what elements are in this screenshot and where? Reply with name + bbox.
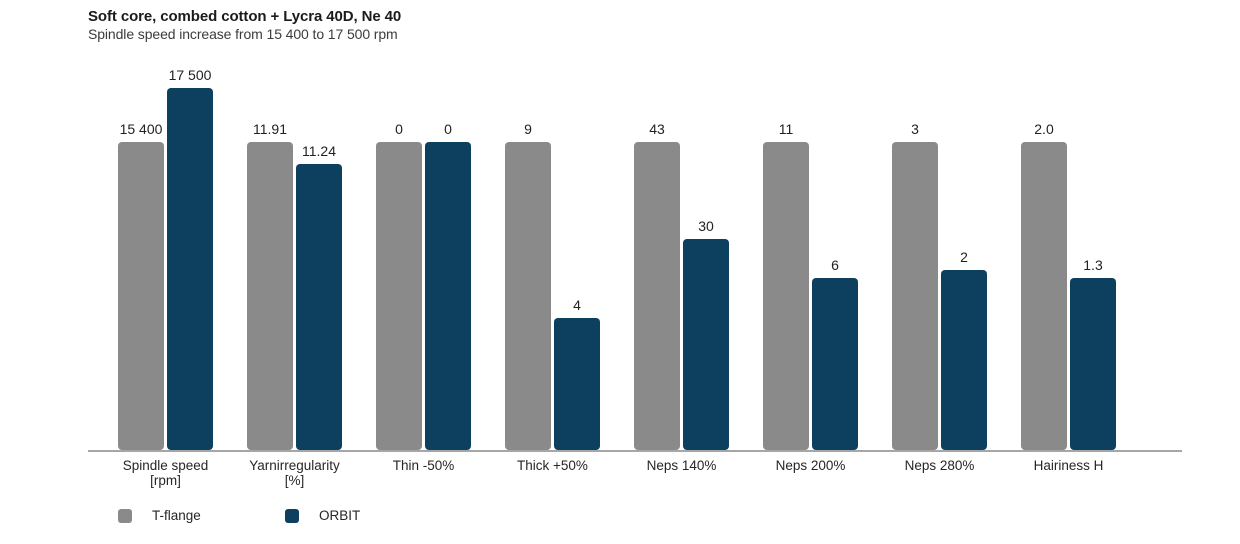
category-label-1: Yarnirregularity [%] — [225, 458, 365, 488]
bar-orbit-1 — [296, 164, 342, 450]
value-label-orbit-7: 1.3 — [1083, 257, 1103, 273]
orbit-swatch-icon — [285, 508, 299, 523]
value-label-t-flange-4: 43 — [649, 121, 665, 137]
value-label-orbit-5: 6 — [831, 257, 839, 273]
category-label-line: Thin -50% — [392, 458, 455, 473]
t-flange-swatch-icon — [118, 508, 132, 523]
bar-t-flange-4 — [634, 142, 680, 450]
legend-label-t-flange: T-flange — [152, 508, 201, 523]
bar-t-flange-6 — [892, 142, 938, 450]
bar-t-flange-7 — [1021, 142, 1067, 450]
bar-t-flange-0 — [118, 142, 164, 450]
legend-item-t-flange: T-flange — [118, 508, 201, 523]
category-label-4: Neps 140% — [612, 458, 752, 473]
value-label-t-flange-0: 15 400 — [119, 121, 163, 137]
category-label-line: Thick +50% — [517, 458, 588, 473]
x-axis-line — [88, 450, 1182, 452]
chart-subtitle: Spindle speed increase from 15 400 to 17… — [88, 26, 398, 42]
bar-orbit-3 — [554, 318, 600, 450]
bar-t-flange-2 — [376, 142, 422, 450]
value-label-t-flange-3: 9 — [524, 121, 532, 137]
bar-t-flange-1 — [247, 142, 293, 450]
category-label-line: Yarnirregularity — [249, 458, 340, 473]
category-label-line: Hairiness H — [1033, 458, 1104, 473]
legend-item-orbit: ORBIT — [285, 508, 360, 523]
bar-orbit-5 — [812, 278, 858, 450]
value-label-orbit-3: 4 — [573, 297, 581, 313]
value-label-orbit-1: 11.24 — [302, 143, 336, 159]
bar-orbit-2 — [425, 142, 471, 450]
category-label-7: Hairiness H — [999, 458, 1139, 473]
chart-title: Soft core, combed cotton + Lycra 40D, Ne… — [88, 8, 402, 25]
bar-orbit-7 — [1070, 278, 1116, 450]
value-label-t-flange-5: 11 — [778, 121, 794, 137]
bar-orbit-4 — [683, 239, 729, 450]
bar-orbit-0 — [167, 88, 213, 450]
bar-t-flange-3 — [505, 142, 551, 450]
value-label-orbit-6: 2 — [960, 249, 968, 265]
bar-t-flange-5 — [763, 142, 809, 450]
value-label-t-flange-7: 2.0 — [1034, 121, 1054, 137]
category-label-line: [rpm] — [150, 473, 181, 488]
category-label-line: Spindle speed — [122, 458, 209, 473]
bar-orbit-6 — [941, 270, 987, 450]
category-label-3: Thick +50% — [483, 458, 623, 473]
value-label-orbit-2: 0 — [444, 121, 452, 137]
value-label-t-flange-6: 3 — [911, 121, 919, 137]
legend: T-flange ORBIT — [0, 508, 1240, 528]
legend-label-orbit: ORBIT — [319, 508, 361, 523]
value-label-t-flange-1: 11.91 — [253, 121, 287, 137]
category-label-6: Neps 280% — [870, 458, 1010, 473]
value-label-orbit-0: 17 500 — [168, 67, 212, 83]
category-label-0: Spindle speed [rpm] — [96, 458, 236, 488]
value-label-orbit-4: 30 — [698, 218, 714, 234]
category-label-line: Neps 200% — [775, 458, 846, 473]
category-label-line: Neps 140% — [646, 458, 717, 473]
category-label-2: Thin -50% — [354, 458, 494, 473]
category-label-line: Neps 280% — [904, 458, 975, 473]
value-label-t-flange-2: 0 — [395, 121, 403, 137]
category-label-line: [%] — [284, 473, 305, 488]
category-label-5: Neps 200% — [741, 458, 881, 473]
